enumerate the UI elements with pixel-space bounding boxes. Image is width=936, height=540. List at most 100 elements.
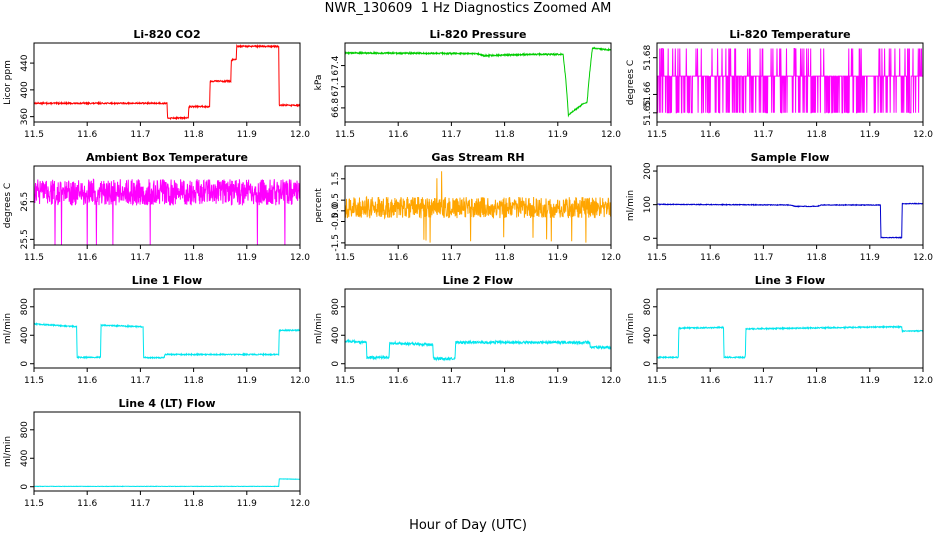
data-series-line <box>344 46 612 118</box>
y-tick-label: 26.5 <box>20 192 30 212</box>
x-tick-label: 12.0 <box>290 253 310 263</box>
chart-title: Line 1 Flow <box>132 274 202 287</box>
x-tick-label: 11.5 <box>24 499 44 509</box>
data-series-line <box>344 338 612 362</box>
y-tick-label: 66.8 <box>331 98 341 118</box>
y-axis-label: percent <box>314 188 324 223</box>
x-tick-label: 11.8 <box>184 499 204 509</box>
y-axis-label: ml/min <box>626 313 636 344</box>
x-tick-label: 11.9 <box>548 376 568 386</box>
x-tick-label: 11.9 <box>860 253 880 263</box>
chart-title: Li-820 Temperature <box>729 28 850 41</box>
x-tick-label: 11.7 <box>753 130 773 140</box>
data-series-line <box>33 322 301 360</box>
chart-panel-1: Li-820 CO2 Licor ppm 11.5 11.6 11.7 11.8 11.9 1… <box>3 28 310 140</box>
x-tick-label: 11.8 <box>495 130 515 140</box>
x-tick-label: 11.7 <box>753 253 773 263</box>
plot-frame <box>33 411 301 492</box>
y-tick-label: 400 <box>331 326 341 343</box>
page-title: NWR_130609 1 Hz Diagnostics Zoomed AM <box>324 1 612 16</box>
x-tick-label: 11.5 <box>647 376 667 386</box>
plot-frame <box>656 288 924 369</box>
chart-title: Ambient Box Temperature <box>86 151 248 164</box>
x-tick-label: 11.8 <box>184 376 204 386</box>
y-tick-label: 0 <box>643 361 653 367</box>
x-tick-label: 11.8 <box>184 253 204 263</box>
y-tick-label: 400 <box>20 449 30 466</box>
x-tick-label: 11.8 <box>807 253 827 263</box>
y-tick-label: 0 <box>20 484 30 490</box>
x-tick-label: 11.8 <box>807 376 827 386</box>
chart-panel-3: Li-820 Temperature degrees C 11.5 11.6 11.7 1… <box>626 28 933 140</box>
chart-panel-7: Line 1 Flow ml/min 11.5 11.6 11.7 11.8 11.9 12.… <box>3 274 310 386</box>
x-tick-label: 12.0 <box>913 376 933 386</box>
y-tick-label: 0 <box>643 235 653 241</box>
x-tick-label: 12.0 <box>601 253 621 263</box>
x-tick-label: 12.0 <box>290 376 310 386</box>
data-series-line <box>33 178 301 246</box>
y-tick-label: 800 <box>20 298 30 315</box>
y-axis-label: ml/min <box>3 313 13 344</box>
x-tick-label: 11.7 <box>130 253 150 263</box>
x-tick-label: 11.9 <box>860 376 880 386</box>
plot-frame <box>656 42 924 123</box>
x-tick-label: 11.9 <box>548 130 568 140</box>
y-tick-label: 67.4 <box>331 55 341 75</box>
y-axis-label: degrees C <box>3 183 13 228</box>
plot-frame <box>344 42 612 123</box>
y-tick-label: 800 <box>20 421 30 438</box>
x-tick-label: 11.9 <box>548 253 568 263</box>
x-tick-label: 11.8 <box>495 376 515 386</box>
x-tick-label: 11.8 <box>184 130 204 140</box>
y-tick-label: 51.66 <box>643 81 653 107</box>
y-axis-label: ml/min <box>314 313 324 344</box>
chart-panel-10: Line 4 (LT) Flow ml/min 11.5 11.6 11.7 11.8 11… <box>3 397 310 509</box>
x-tick-label: 11.5 <box>335 253 355 263</box>
x-tick-label: 11.5 <box>24 376 44 386</box>
x-tick-label: 12.0 <box>913 253 933 263</box>
y-axis-label: degrees C <box>626 60 636 105</box>
x-tick-label: 11.6 <box>388 376 408 386</box>
chart-panel-4: Ambient Box Temperature degrees C 11.5 11.6… <box>3 151 310 263</box>
plot-frame <box>33 42 301 123</box>
chart-panel-2: Li-820 Pressure kPa 11.5 11.6 11.7 11.8 11.9 12… <box>314 28 621 140</box>
data-series-line <box>33 43 301 121</box>
y-tick-label: -1.5 <box>331 234 341 252</box>
data-series-line <box>656 48 923 114</box>
x-tick-label: 11.7 <box>130 376 150 386</box>
x-tick-label: 11.8 <box>495 253 515 263</box>
chart-title: Line 2 Flow <box>443 274 513 287</box>
x-tick-label: 11.6 <box>700 130 720 140</box>
x-tick-label: 11.5 <box>24 253 44 263</box>
y-tick-label: 0 <box>20 361 30 367</box>
y-tick-label: 440 <box>20 54 30 71</box>
y-tick-label: 0 <box>331 361 341 367</box>
x-axis-caption: Hour of Day (UTC) <box>409 518 527 533</box>
chart-title: Li-820 Pressure <box>430 28 527 41</box>
x-tick-label: 11.8 <box>807 130 827 140</box>
x-tick-label: 11.5 <box>335 130 355 140</box>
plot-frame <box>344 165 612 246</box>
y-tick-label: 800 <box>331 298 341 315</box>
x-tick-label: 11.7 <box>441 376 461 386</box>
x-tick-label: 12.0 <box>601 130 621 140</box>
x-tick-label: 12.0 <box>913 130 933 140</box>
y-tick-label: 1.5 <box>331 172 341 186</box>
y-tick-label: 400 <box>643 326 653 343</box>
x-tick-label: 11.6 <box>77 376 97 386</box>
y-axis-label: Licor ppm <box>3 60 13 105</box>
plot-frame <box>656 165 924 246</box>
x-tick-label: 12.0 <box>290 499 310 509</box>
x-tick-label: 11.5 <box>335 376 355 386</box>
plot-frame <box>33 165 301 246</box>
x-tick-label: 11.6 <box>388 130 408 140</box>
x-tick-label: 11.9 <box>237 376 257 386</box>
plot-frame <box>33 288 301 369</box>
x-tick-label: 11.9 <box>237 130 257 140</box>
chart-title: Line 4 (LT) Flow <box>119 397 216 410</box>
x-tick-label: 11.6 <box>77 130 97 140</box>
y-tick-label: 51.68 <box>643 45 653 71</box>
chart-title: Li-820 CO2 <box>133 28 200 41</box>
chart-panel-6: Sample Flow ml/min 11.5 11.6 11.7 11.8 11.9 12.… <box>626 151 933 263</box>
